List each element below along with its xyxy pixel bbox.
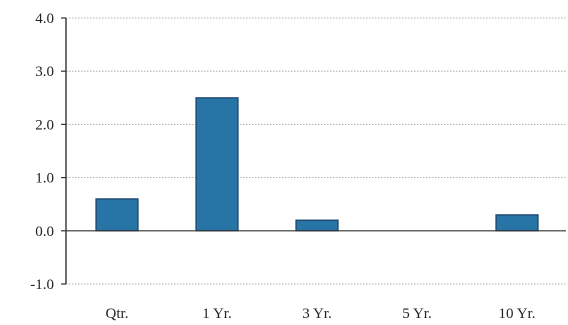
axes <box>61 17 566 285</box>
gridlines <box>66 17 566 285</box>
bar-5 <box>495 214 539 232</box>
bar-1 <box>95 198 139 232</box>
bar-3 <box>295 219 339 232</box>
y-tick-label-3: 2.0 <box>35 117 54 133</box>
x-tick-label-5: 10 Yr. <box>499 306 536 322</box>
x-tick-label-4: 5 Yr. <box>402 306 431 322</box>
bar-2 <box>195 97 239 232</box>
y-tick-label-5: 4.0 <box>35 11 54 27</box>
y-tick-label-4: 3.0 <box>35 64 54 80</box>
y-tick-label-1: 0.0 <box>35 224 54 240</box>
x-tick-labels: Qtr. 1 Yr. 3 Yr. 5 Yr. 10 Yr. <box>106 306 536 322</box>
y-tick-label-2: 1.0 <box>35 171 54 187</box>
x-tick-label-1: Qtr. <box>106 306 129 322</box>
bars <box>95 97 539 232</box>
y-tick-label-0: -1.0 <box>30 277 54 293</box>
x-tick-label-3: 3 Yr. <box>302 306 331 322</box>
y-tick-labels: -1.0 0.0 1.0 2.0 3.0 4.0 <box>30 11 54 293</box>
x-tick-label-2: 1 Yr. <box>202 306 231 322</box>
